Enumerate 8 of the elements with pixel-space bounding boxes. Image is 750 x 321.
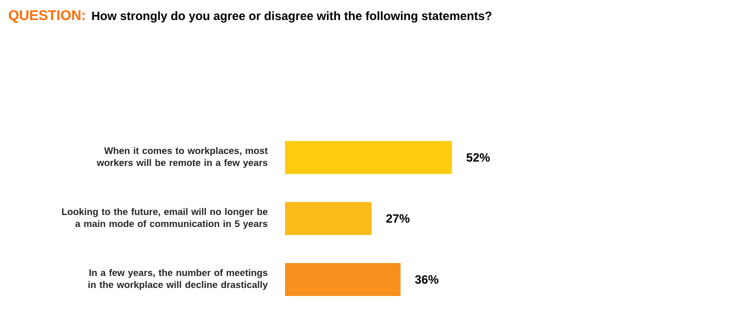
data-label: 27% bbox=[386, 214, 410, 223]
data-label: 52% bbox=[466, 153, 490, 162]
text: QUESTION: bbox=[8, 10, 85, 23]
y-tick-label: Looking to the future, email will no longer be a main mode of communication in 5 years bbox=[62, 208, 268, 229]
chart-subtitle: How strongly do you agree or disagree with the following statements? bbox=[92, 11, 492, 23]
data-label: 36% bbox=[415, 275, 438, 284]
y-tick-label: In a few years, the number of meetings in the workplace will decline drastically bbox=[88, 269, 268, 290]
y-tick-label: When it comes to workplaces, most workers will be remote in a few years bbox=[96, 147, 268, 168]
